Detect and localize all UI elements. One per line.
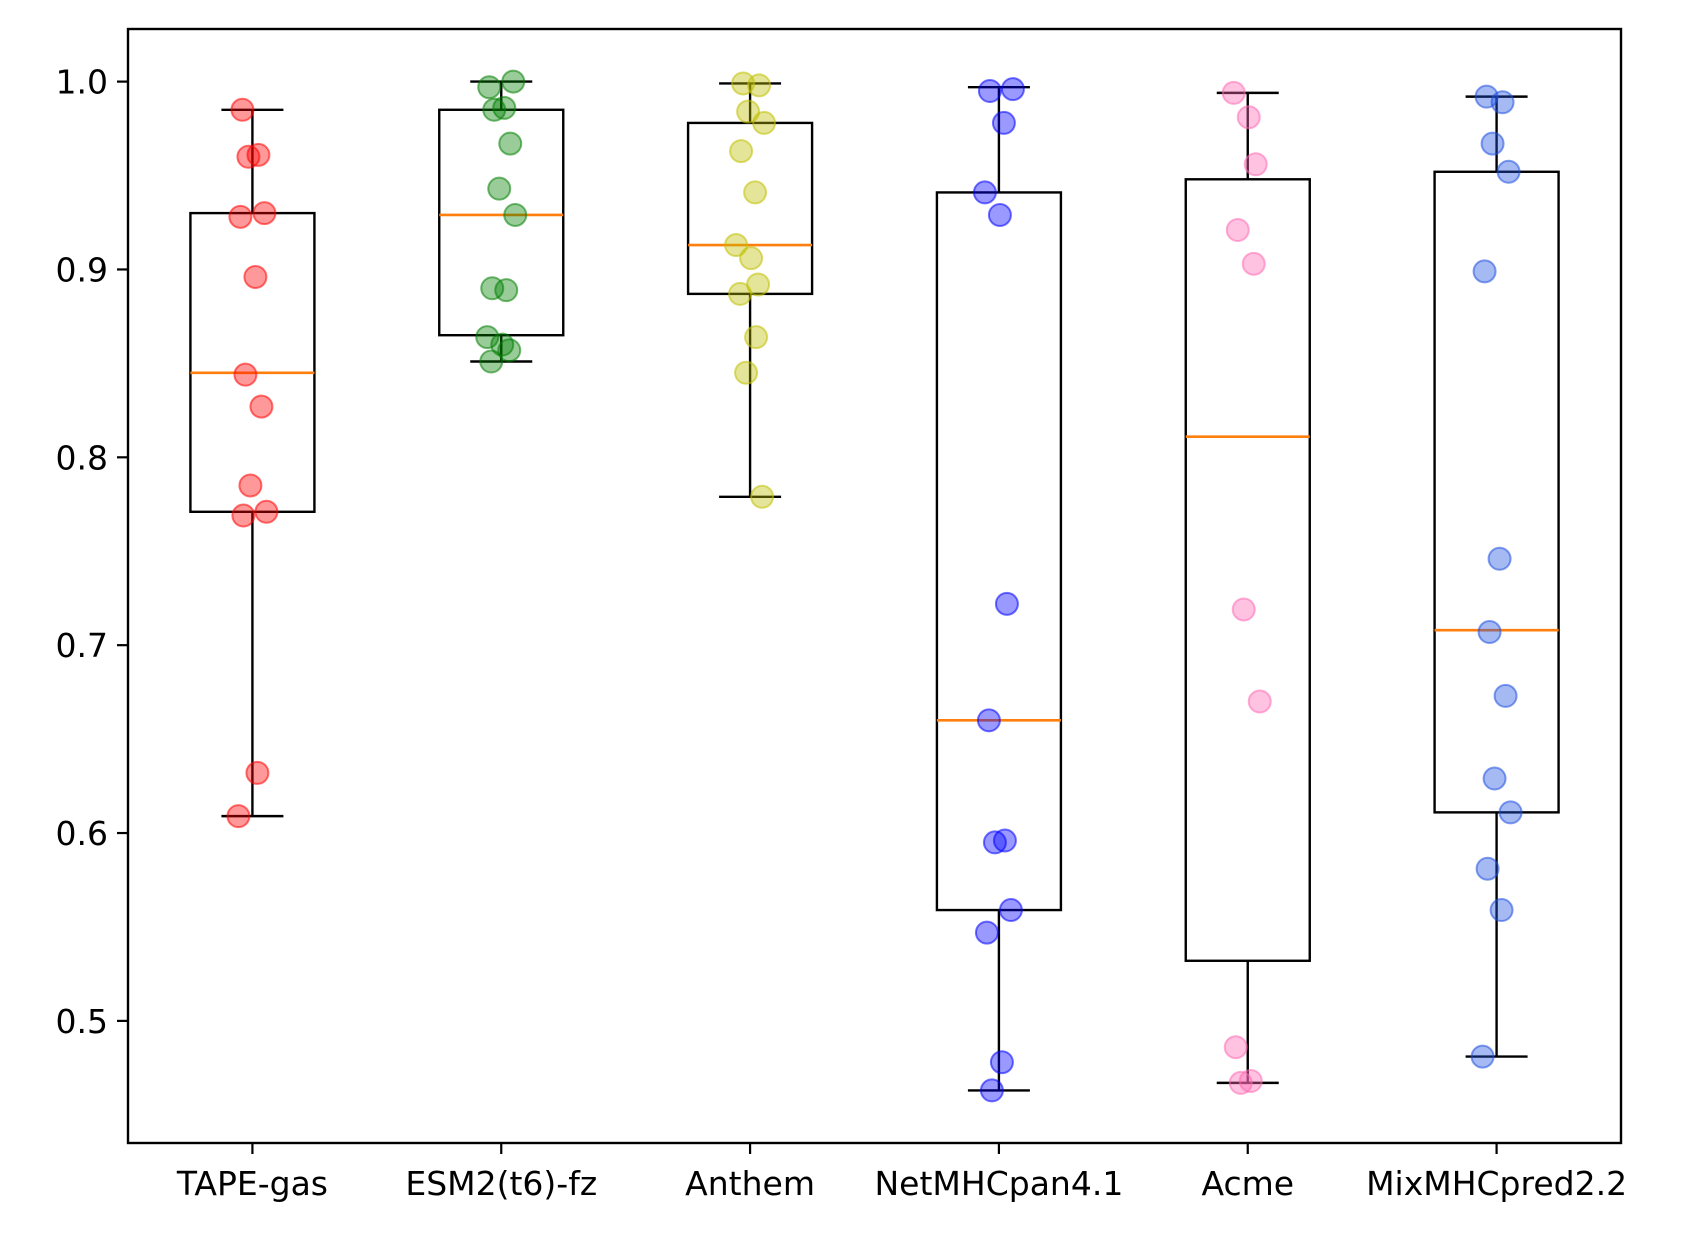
data-point (238, 473, 263, 498)
x-tick-label: MixMHCpred2.2 (1366, 1164, 1627, 1203)
data-point (991, 110, 1016, 135)
box-iqr (935, 191, 1063, 912)
data-point (1236, 105, 1261, 130)
data-point (482, 97, 507, 122)
box-iqr (1433, 170, 1560, 814)
data-point (487, 176, 512, 201)
plot-frame (126, 27, 1623, 1145)
box-acme (1184, 91, 1311, 1085)
data-point (1472, 259, 1497, 284)
data-point (1496, 159, 1521, 184)
data-point (1225, 218, 1250, 243)
data-point (1231, 597, 1256, 622)
x-axis: TAPE-gas ESM2(t6)-fz Anthem NetMHCpan4.1 Acm… (176, 1143, 1627, 1203)
data-point (498, 131, 523, 156)
data-point (230, 97, 255, 122)
data-point (233, 362, 258, 387)
data-point (982, 830, 1007, 855)
y-tick-label: 0.8 (56, 438, 108, 477)
y-tick-label: 0.6 (56, 814, 108, 853)
data-point (752, 110, 777, 135)
data-point (249, 394, 274, 419)
data-point (475, 325, 500, 350)
data-point (972, 180, 997, 205)
data-point (989, 1050, 1014, 1075)
data-point (998, 898, 1023, 923)
data-point (477, 75, 502, 100)
data-point (1493, 683, 1518, 708)
data-point (976, 708, 1001, 733)
data-point (245, 760, 270, 785)
data-point (974, 920, 999, 945)
data-point (231, 503, 256, 528)
data-point (729, 139, 754, 164)
x-tick-label: NetMHCpan4.1 (875, 1164, 1124, 1203)
data-point (747, 73, 772, 98)
data-point (1487, 546, 1512, 571)
data-point (1243, 152, 1268, 177)
data-point (1228, 1070, 1253, 1095)
data-point (1489, 898, 1514, 923)
box-iqr (189, 211, 316, 513)
data-point (1223, 1035, 1248, 1060)
points-layer (226, 69, 1523, 1103)
data-point (226, 804, 251, 829)
data-point (739, 246, 764, 271)
data-point (979, 1078, 1004, 1103)
data-point (724, 233, 749, 258)
data-point (1000, 77, 1025, 102)
data-point (1482, 766, 1507, 791)
data-point (1475, 856, 1500, 881)
data-point (501, 69, 526, 94)
y-tick-label: 0.5 (56, 1002, 108, 1041)
x-tick-label: Anthem (685, 1164, 815, 1203)
data-point (479, 349, 504, 374)
data-point (252, 201, 277, 226)
x-tick-label: ESM2(t6)-fz (405, 1164, 597, 1203)
data-point (1480, 131, 1505, 156)
data-point (1221, 80, 1246, 105)
x-tick-label: Acme (1201, 1164, 1294, 1203)
box-esm2-t6-fz (438, 80, 565, 363)
boxes-layer (189, 80, 1560, 1092)
y-tick-label: 1.0 (56, 63, 108, 102)
data-point (503, 202, 528, 227)
data-point (254, 499, 279, 524)
data-point (497, 338, 522, 363)
x-tick-label: TAPE-gas (176, 1164, 328, 1203)
data-point (1241, 251, 1266, 276)
data-point (1470, 1044, 1495, 1069)
data-point (743, 180, 768, 205)
data-point (1477, 620, 1502, 645)
data-point (228, 204, 253, 229)
data-point (987, 202, 1012, 227)
data-point (728, 281, 753, 306)
y-axis: 0.5 0.6 0.7 0.8 0.9 1.0 (56, 63, 128, 1041)
box-netmhcpan4-1 (935, 86, 1063, 1092)
y-tick-label: 0.7 (56, 626, 108, 665)
data-point (734, 360, 759, 385)
data-point (243, 264, 268, 289)
data-point (236, 144, 261, 169)
data-point (1498, 800, 1523, 825)
y-tick-label: 0.9 (56, 250, 108, 289)
data-point (744, 325, 769, 350)
data-point (994, 591, 1019, 616)
data-point (494, 278, 519, 303)
box-tape-gas (189, 108, 316, 818)
data-point (977, 78, 1002, 103)
data-point (1490, 90, 1515, 115)
data-point (1247, 689, 1272, 714)
box-iqr (438, 108, 565, 337)
data-point (750, 484, 775, 509)
box-iqr (1184, 178, 1311, 962)
